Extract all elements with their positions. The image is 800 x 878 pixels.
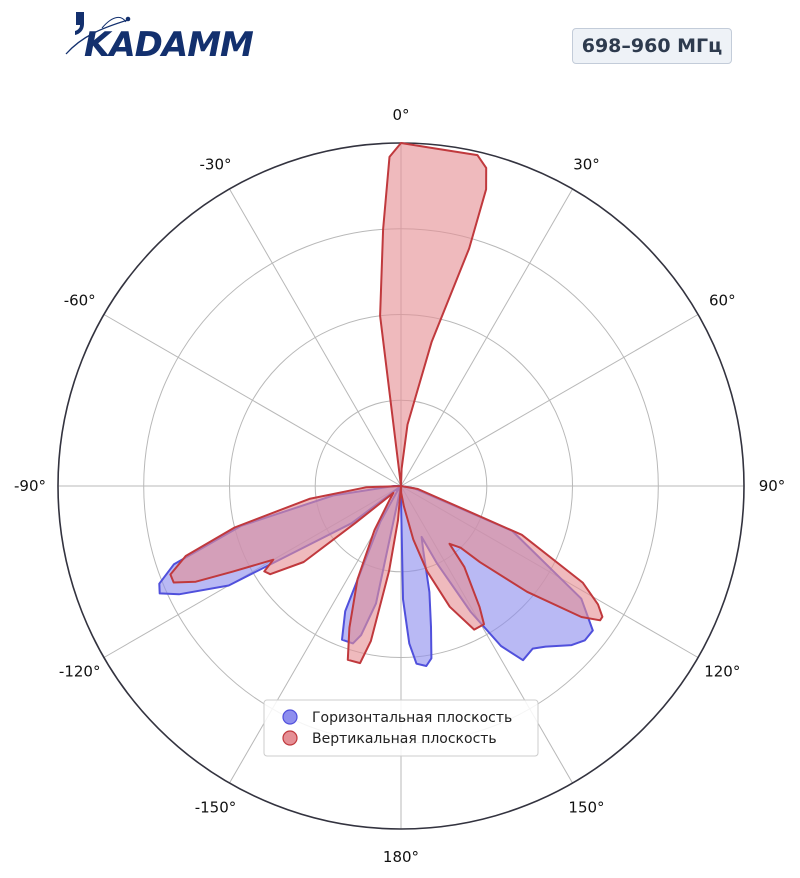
- series-vertical-pattern: [169, 142, 604, 665]
- angle-tick-label: 90°: [759, 477, 786, 495]
- angle-tick-label: -30°: [200, 156, 232, 174]
- logo-arc: [101, 17, 127, 29]
- legend: Горизонтальная плоскость Вертикальная пло…: [263, 699, 539, 757]
- angular-gridline: [400, 314, 699, 487]
- legend-box: [263, 699, 539, 757]
- angle-tick-label: 0°: [392, 106, 409, 124]
- legend-marker: [282, 709, 298, 725]
- legend-label: Горизонтальная плоскость: [312, 710, 512, 726]
- legend-marker: [282, 730, 298, 746]
- angular-gridline: [400, 188, 573, 487]
- angle-tick-label: -90°: [14, 477, 46, 495]
- angle-tick-labels: 0° 30° 60° 90° 120° 150° 180° -150° -120° -90° -60…: [14, 106, 785, 866]
- angular-gridline: [229, 188, 402, 487]
- angular-gridline: [103, 314, 402, 487]
- logo-wordmark: KADAMM: [84, 25, 254, 62]
- angle-tick-label: -120°: [59, 663, 101, 681]
- series-layer: [158, 142, 604, 667]
- angle-tick-label: 150°: [568, 798, 604, 816]
- legend-label: Вертикальная плоскость: [312, 731, 497, 747]
- logo-flag: [75, 12, 84, 35]
- angle-tick-label: -60°: [64, 292, 96, 310]
- logo-swoosh: [65, 19, 129, 55]
- angle-tick-label: 60°: [709, 292, 736, 310]
- angle-tick-label: 120°: [704, 663, 740, 681]
- angle-tick-label: 180°: [383, 848, 419, 866]
- frequency-badge: 698–960 МГц: [572, 28, 732, 64]
- angle-tick-label: 30°: [573, 156, 600, 174]
- logo-dot: [125, 16, 131, 22]
- angle-tick-label: -150°: [195, 798, 237, 816]
- kadamm-logo: KADAMM: [65, 12, 255, 62]
